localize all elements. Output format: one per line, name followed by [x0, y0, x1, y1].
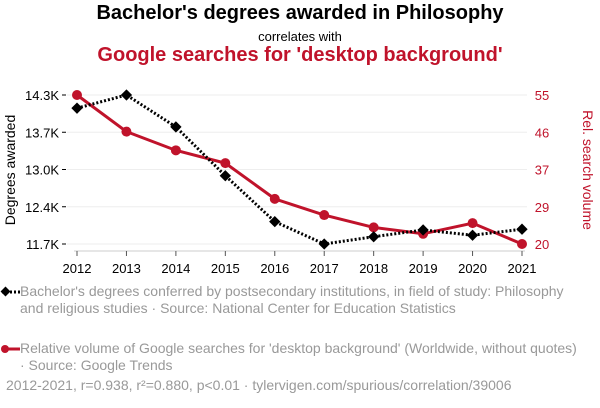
y-tick-label-left: 12.4K — [25, 200, 59, 215]
y-tick-label-left: 13.7K — [25, 125, 59, 140]
chart-svg: 14.3K 55 13.7K 46 13.0K 37 12.4K 29 11.7K 20 2012 2… — [2, 88, 596, 276]
point-searches — [170, 145, 181, 156]
x-tick-label: 2018 — [359, 261, 388, 276]
point-degrees — [219, 170, 231, 182]
point-searches — [72, 90, 82, 100]
legend-marker-searches — [1, 345, 9, 353]
point-searches — [269, 193, 280, 204]
point-searches — [517, 239, 527, 249]
y-axis-label-left: Degrees awarded — [2, 115, 18, 226]
point-degrees — [269, 215, 281, 228]
x-tick-label: 2019 — [409, 261, 438, 276]
point-searches — [121, 126, 132, 137]
point-searches — [319, 210, 330, 221]
point-degrees — [368, 231, 380, 243]
x-tick-label: 2014 — [161, 261, 190, 276]
y-tick-label-right: 20 — [535, 237, 549, 252]
footer: 2012-2021, r=0.938, r²=0.880, p<0.01 · t… — [6, 377, 512, 393]
point-searches — [220, 158, 231, 169]
y-axis-label-right: Rel. search volume — [580, 110, 596, 230]
chart-subtitle: correlates with — [258, 29, 342, 44]
y-tick-label-left: 13.0K — [25, 163, 59, 178]
point-searches — [368, 222, 379, 233]
series-line-searches — [76, 93, 523, 246]
point-degrees — [71, 102, 83, 114]
legend-degrees: Bachelor's degrees conferred by postseco… — [20, 283, 564, 316]
y-tick-label-right: 55 — [535, 88, 549, 103]
x-tick-label: 2017 — [310, 261, 339, 276]
x-tick-label: 2012 — [63, 261, 92, 276]
x-tick-label: 2021 — [508, 261, 537, 276]
y-tick-label-right: 46 — [535, 125, 549, 140]
y-tick-label-left: 14.3K — [25, 88, 59, 103]
point-searches — [467, 218, 478, 229]
point-degrees — [516, 223, 528, 235]
x-tick-label: 2013 — [112, 261, 141, 276]
x-tick-label: 2016 — [260, 261, 289, 276]
point-degrees — [318, 238, 330, 250]
y-tick-label-right: 29 — [535, 200, 549, 215]
y-tick-label-left: 11.7K — [26, 237, 59, 252]
point-degrees — [466, 229, 479, 241]
chart-title-2: Google searches for 'desktop background' — [97, 44, 503, 66]
point-degrees — [417, 224, 429, 236]
x-tick-label: 2020 — [458, 261, 487, 276]
series-line-degrees — [76, 93, 523, 246]
x-tick-label: 2015 — [211, 261, 240, 276]
chart-title: Bachelor's degrees awarded in Philosophy — [96, 2, 504, 24]
legend-searches: Relative volume of Google searches for '… — [20, 340, 577, 373]
y-tick-label-right: 37 — [535, 163, 549, 178]
